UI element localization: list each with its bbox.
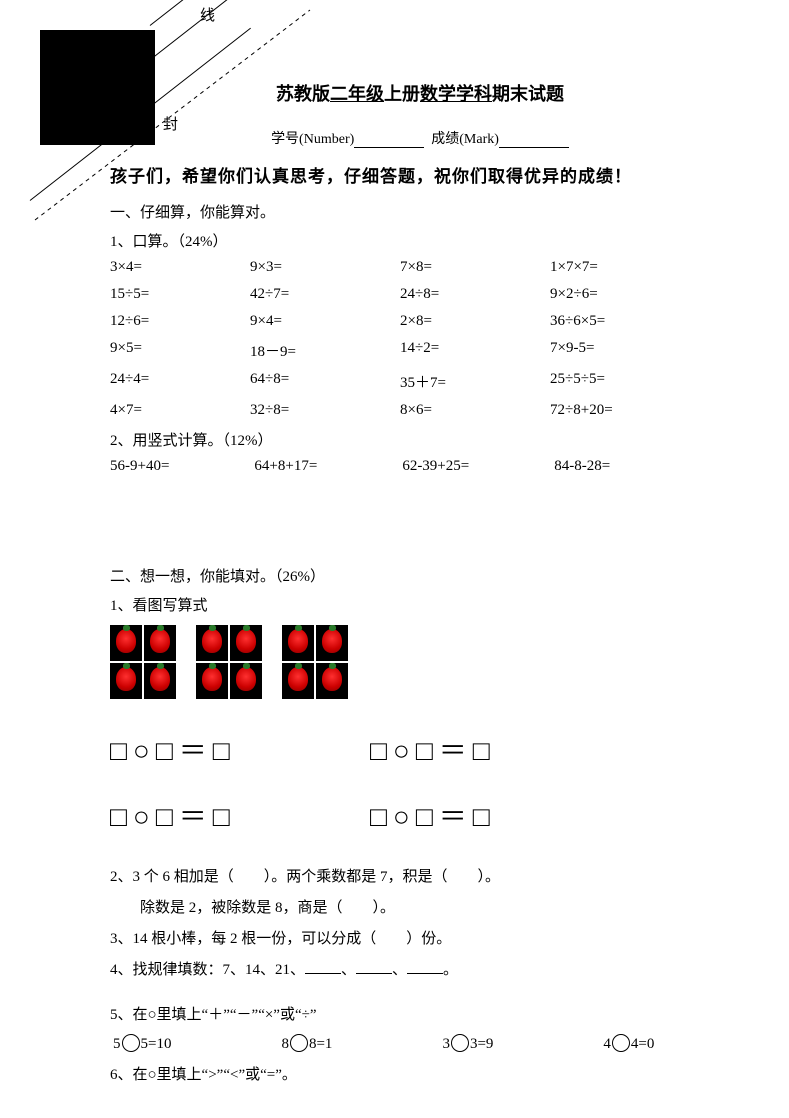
title-suf: 期末试题 — [492, 84, 564, 104]
number-blank[interactable] — [354, 147, 424, 148]
equation-grid: □○□＝□ □○□＝□ □○□＝□ □○□＝□ — [110, 729, 730, 835]
column-calc-item: 84-8-28= — [554, 458, 610, 475]
strawberry-icon — [144, 663, 176, 699]
calc-cell: 8×6= — [400, 402, 550, 419]
q5-item: 55=10 — [113, 1034, 171, 1053]
strawberry-group — [282, 625, 348, 699]
fill-q2b: 除数是 2，被除数是 8，商是（ ）。 — [110, 896, 730, 917]
calc-cell: 3×4= — [110, 259, 250, 276]
circle-blank[interactable] — [612, 1034, 630, 1052]
strawberry-icon — [196, 625, 228, 661]
mark-blank[interactable] — [499, 147, 569, 148]
section-1-heading: 一、仔细算，你能算对。 — [110, 201, 730, 222]
calc-cell: 14÷2= — [400, 340, 550, 361]
strawberry-icon — [110, 625, 142, 661]
info-line: 学号(Number) 成绩(Mark) — [110, 128, 730, 148]
title-pre: 苏教版 — [276, 84, 330, 104]
line-label: 线 — [200, 4, 215, 25]
calc-cell: 24÷8= — [400, 286, 550, 303]
number-label: 学号(Number) — [271, 132, 354, 147]
q4-blank[interactable] — [356, 973, 392, 974]
calc-cell: 35＋7= — [400, 371, 550, 392]
calc-cell: 18－9= — [250, 340, 400, 361]
equation-template[interactable]: □○□＝□ — [370, 729, 630, 769]
circle-blank[interactable] — [290, 1034, 308, 1052]
section-2-heading: 二、想一想，你能填对。（26%） — [110, 565, 730, 586]
q2-label: 2、用竖式计算。（12%） — [110, 429, 730, 450]
calc-cell: 7×8= — [400, 259, 550, 276]
mental-calc-grid: 3×4=9×3=7×8=1×7×7= 15÷5=42÷7=24÷8=9×2÷6= 1… — [110, 259, 730, 419]
column-calc-item: 56-9+40= — [110, 458, 169, 475]
fill-q5: 5、在○里填上“＋”“－”“×”或“÷” — [110, 1003, 730, 1024]
page-content: 苏教版二年级上册数学学科期末试题 学号(Number) 成绩(Mark) 孩子们… — [110, 80, 730, 1094]
calc-cell: 25÷5÷5= — [550, 371, 710, 392]
q5-item: 44=0 — [603, 1034, 654, 1053]
q5-items: 55=10 88=1 33=9 44=0 — [110, 1034, 730, 1053]
column-calc-item: 64+8+17= — [254, 458, 317, 475]
strawberry-icon — [282, 625, 314, 661]
calc-cell: 7×9-5= — [550, 340, 710, 361]
strawberry-icon — [196, 663, 228, 699]
strawberry-icon — [144, 625, 176, 661]
strawberry-icon — [316, 625, 348, 661]
q4-pre: 4、找规律填数：7、14、21、 — [110, 962, 305, 978]
fill-q2a: 2、3 个 6 相加是（ ）。两个乘数都是 7，积是（ ）。 — [110, 865, 730, 886]
q5-item: 33=9 — [442, 1034, 493, 1053]
equation-template[interactable]: □○□＝□ — [110, 729, 370, 769]
calc-cell: 32÷8= — [250, 402, 400, 419]
calc-cell: 9×2÷6= — [550, 286, 710, 303]
q4-blank[interactable] — [407, 973, 443, 974]
calc-cell: 24÷4= — [110, 371, 250, 392]
title-grade: 二年级 — [330, 84, 384, 104]
q1-label: 1、口算。（24%） — [110, 230, 730, 251]
fill-q3: 3、14 根小棒，每 2 根一份，可以分成（ ）份。 — [110, 927, 730, 948]
equation-template[interactable]: □○□＝□ — [110, 795, 370, 835]
circle-blank[interactable] — [451, 1034, 469, 1052]
calc-cell: 9×4= — [250, 313, 400, 330]
strawberry-icon — [316, 663, 348, 699]
calc-cell: 1×7×7= — [550, 259, 710, 276]
calc-cell: 42÷7= — [250, 286, 400, 303]
strawberry-icon — [282, 663, 314, 699]
strawberry-group — [110, 625, 176, 699]
calc-cell: 64÷8= — [250, 371, 400, 392]
calc-cell: 9×3= — [250, 259, 400, 276]
q5-item: 88=1 — [281, 1034, 332, 1053]
title-mid: 上册 — [384, 84, 420, 104]
circle-blank[interactable] — [122, 1034, 140, 1052]
fill-q6: 6、在○里填上“>”“<”或“=”。 — [110, 1063, 730, 1084]
calc-cell: 4×7= — [110, 402, 250, 419]
column-calc-item: 62-39+25= — [402, 458, 469, 475]
strawberry-icon — [230, 663, 262, 699]
title-subject: 数学学科 — [420, 84, 492, 104]
q4-blank[interactable] — [305, 973, 341, 974]
calc-cell: 15÷5= — [110, 286, 250, 303]
mark-label: 成绩(Mark) — [431, 132, 499, 147]
calc-cell: 36÷6×5= — [550, 313, 710, 330]
calc-cell: 9×5= — [110, 340, 250, 361]
fill-q4: 4、找规律填数：7、14、21、、、。 — [110, 958, 730, 979]
strawberry-group — [196, 625, 262, 699]
s2-q1-label: 1、看图写算式 — [110, 594, 730, 615]
strawberry-row — [110, 625, 730, 699]
calc-cell: 12÷6= — [110, 313, 250, 330]
equation-template[interactable]: □○□＝□ — [370, 795, 630, 835]
strawberry-icon — [230, 625, 262, 661]
calc-cell: 72÷8+20= — [550, 402, 710, 419]
encouragement-message: 孩子们，希望你们认真思考，仔细答题，祝你们取得优异的成绩！ — [110, 162, 730, 187]
exam-title: 苏教版二年级上册数学学科期末试题 — [110, 80, 730, 106]
strawberry-icon — [110, 663, 142, 699]
calc-cell: 2×8= — [400, 313, 550, 330]
column-calc-row: 56-9+40= 64+8+17= 62-39+25= 84-8-28= — [110, 458, 730, 475]
